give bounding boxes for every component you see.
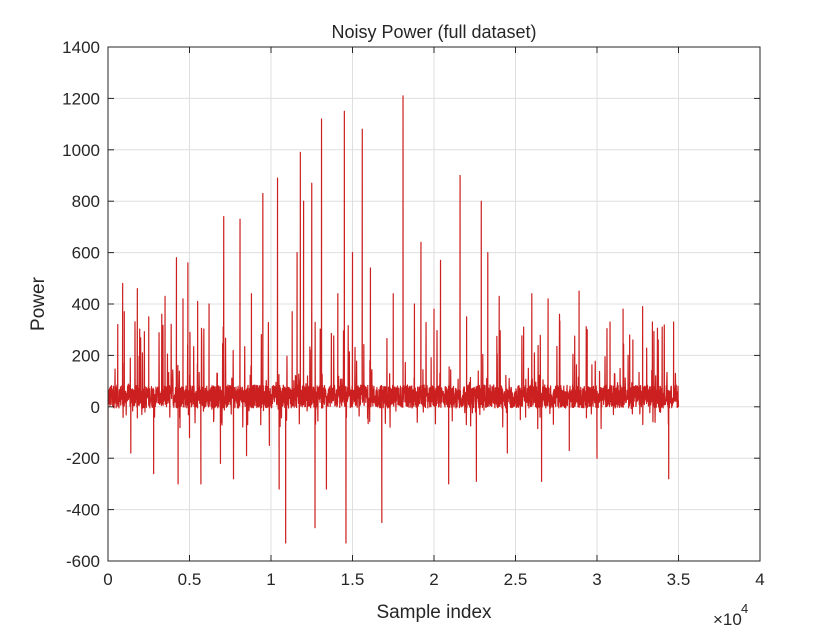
x-axis-label: Sample index bbox=[376, 602, 492, 623]
y-tick-label: 200 bbox=[72, 346, 100, 365]
series-line bbox=[108, 95, 680, 544]
x-tick-label: 4 bbox=[755, 570, 764, 589]
x-tick-labels: 0 0.5 1 1.5 2 2.5 3 3.5 4 bbox=[103, 570, 764, 589]
x-tick-label: 3 bbox=[592, 570, 601, 589]
x-tick-label: 1.5 bbox=[341, 570, 365, 589]
x-tick-label: 1 bbox=[266, 570, 275, 589]
y-tick-labels: -600 -400 -200 0 200 400 600 800 1000 1200 1400 bbox=[62, 38, 100, 571]
y-tick-label: -400 bbox=[66, 501, 100, 520]
x-exponent-base: ×10 bbox=[713, 610, 742, 629]
y-tick-label: 0 bbox=[91, 398, 100, 417]
x-tick-label: 0.5 bbox=[178, 570, 202, 589]
y-tick-label: 1400 bbox=[62, 38, 100, 57]
y-tick-label: 400 bbox=[72, 295, 100, 314]
y-tick-label: 800 bbox=[72, 192, 100, 211]
x-tick-label: 0 bbox=[103, 570, 112, 589]
y-tick-label: 1000 bbox=[62, 141, 100, 160]
series-group bbox=[108, 95, 680, 544]
y-tick-label: -600 bbox=[66, 552, 100, 571]
y-tick-label: -200 bbox=[66, 449, 100, 468]
chart-title: Noisy Power (full dataset) bbox=[331, 22, 536, 42]
x-tick-label: 2.5 bbox=[504, 570, 528, 589]
tick-marks bbox=[107, 46, 761, 562]
y-tick-label: 600 bbox=[72, 244, 100, 263]
y-axis-label: Power bbox=[28, 276, 49, 331]
x-tick-label: 3.5 bbox=[667, 570, 691, 589]
x-tick-label: 2 bbox=[429, 570, 438, 589]
x-exponent-power: 4 bbox=[741, 601, 748, 616]
y-tick-label: 1200 bbox=[62, 89, 100, 108]
